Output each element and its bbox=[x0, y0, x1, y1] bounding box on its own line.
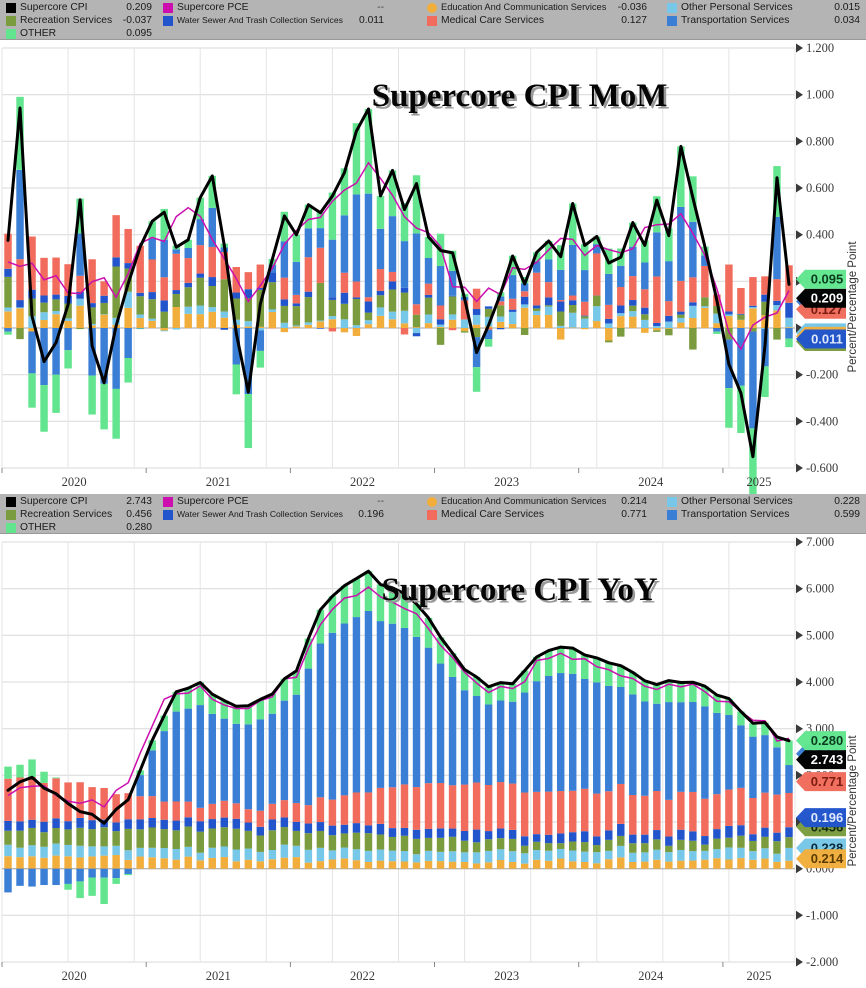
svg-text:4.000: 4.000 bbox=[806, 675, 834, 689]
svg-text:0.280: 0.280 bbox=[811, 733, 844, 748]
svg-text:-0.600: -0.600 bbox=[806, 461, 838, 475]
svg-text:2024: 2024 bbox=[638, 969, 664, 983]
svg-text:Supercore CPI MoM: Supercore CPI MoM bbox=[372, 78, 668, 114]
svg-text:0.095: 0.095 bbox=[811, 272, 844, 287]
svg-text:2022: 2022 bbox=[350, 475, 375, 489]
svg-text:2021: 2021 bbox=[206, 475, 231, 489]
svg-text:0.600: 0.600 bbox=[806, 181, 834, 195]
svg-text:0.800: 0.800 bbox=[806, 134, 834, 148]
svg-text:-2.000: -2.000 bbox=[806, 955, 838, 969]
svg-text:2024: 2024 bbox=[638, 475, 664, 489]
svg-text:0.196: 0.196 bbox=[811, 810, 844, 825]
svg-text:1.200: 1.200 bbox=[806, 41, 834, 55]
svg-text:6.000: 6.000 bbox=[806, 582, 834, 596]
svg-text:2.743: 2.743 bbox=[811, 752, 844, 767]
svg-text:-1.000: -1.000 bbox=[806, 908, 838, 922]
svg-text:-0.400: -0.400 bbox=[806, 414, 838, 428]
svg-text:0.771: 0.771 bbox=[811, 774, 844, 789]
svg-text:2020: 2020 bbox=[62, 969, 87, 983]
svg-text:-0.200: -0.200 bbox=[806, 368, 838, 382]
svg-text:0.011: 0.011 bbox=[811, 332, 843, 347]
svg-text:1.000: 1.000 bbox=[806, 88, 834, 102]
svg-text:7.000: 7.000 bbox=[806, 535, 834, 549]
svg-text:2023: 2023 bbox=[494, 969, 519, 983]
svg-text:2021: 2021 bbox=[206, 969, 231, 983]
svg-text:2020: 2020 bbox=[62, 475, 87, 489]
svg-text:2023: 2023 bbox=[494, 475, 519, 489]
svg-text:Percent/Percentage Point: Percent/Percentage Point bbox=[847, 735, 859, 867]
svg-text:2022: 2022 bbox=[350, 969, 375, 983]
svg-text:0.209: 0.209 bbox=[811, 291, 844, 306]
svg-text:5.000: 5.000 bbox=[806, 628, 834, 642]
svg-text:2025: 2025 bbox=[747, 475, 772, 489]
svg-text:0.400: 0.400 bbox=[806, 228, 834, 242]
svg-text:Supercore CPI YoY: Supercore CPI YoY bbox=[381, 572, 657, 608]
svg-text:Percent/Percentage Point: Percent/Percentage Point bbox=[847, 241, 859, 373]
svg-text:2025: 2025 bbox=[747, 969, 772, 983]
svg-text:0.214: 0.214 bbox=[811, 851, 844, 866]
